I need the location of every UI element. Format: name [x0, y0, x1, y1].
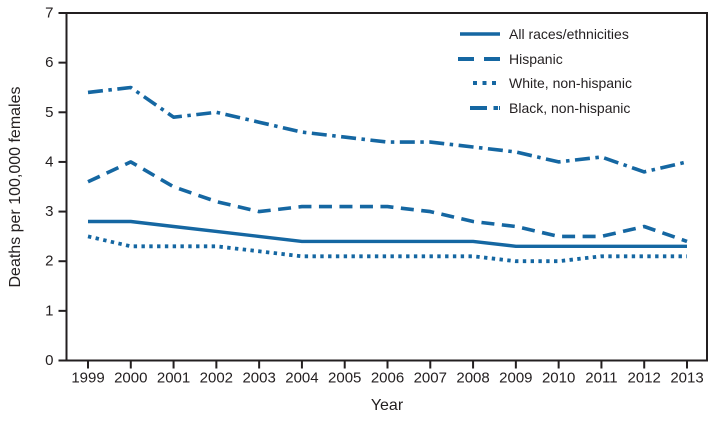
y-tick-label: 2 [45, 253, 53, 270]
y-tick-label: 0 [45, 352, 53, 369]
x-tick-label: 2012 [628, 370, 661, 387]
x-tick-label: 2010 [542, 370, 575, 387]
x-tick-label: 2006 [371, 370, 404, 387]
x-axis-title: Year [371, 397, 404, 414]
x-tick-label: 2002 [200, 370, 233, 387]
x-tick-label: 2007 [414, 370, 447, 387]
legend-item: Hispanic [454, 47, 632, 72]
legend-label: All races/ethnicities [509, 26, 629, 43]
y-tick-label: 4 [45, 153, 53, 170]
x-tick-label: 2013 [670, 370, 703, 387]
x-tick-label: 1999 [71, 370, 104, 387]
x-tick-label: 2011 [585, 370, 617, 387]
series-line-dashdot [87, 85, 688, 174]
y-axis-title: Deaths per 100,000 females [7, 86, 24, 287]
legend-item: Black, non-hispanic [454, 96, 632, 121]
x-tick-label: 2003 [242, 370, 275, 387]
legend-line-dotted-icon [473, 81, 500, 86]
legend-line-dashed-icon [458, 56, 500, 61]
series-line-solid [88, 219, 687, 249]
y-tick-label: 1 [45, 302, 53, 319]
series-line-dashed [87, 160, 688, 244]
x-tick-label: 2005 [328, 370, 361, 387]
chart-legend: All races/ethnicities Hispanic White, no… [454, 22, 632, 120]
y-tick-label: 7 [45, 5, 53, 22]
x-tick-label: 2001 [157, 370, 190, 387]
legend-label: Black, non-hispanic [509, 99, 631, 116]
legend-label: Hispanic [509, 50, 563, 67]
legend-item: White, non-hispanic [454, 71, 632, 96]
series-line-dotted [87, 234, 687, 264]
x-tick-label: 2004 [285, 370, 318, 387]
y-tick-label: 3 [45, 203, 53, 220]
y-tick-label: 6 [45, 54, 53, 71]
y-tick-label: 5 [45, 104, 53, 121]
legend-label: White, non-hispanic [509, 75, 632, 92]
x-tick-label: 2009 [499, 370, 532, 387]
x-tick-label: 2000 [114, 370, 147, 387]
legend-line-solid-icon [460, 32, 500, 37]
legend-line-dashdot-icon [470, 105, 500, 110]
x-tick-label: 2008 [456, 370, 489, 387]
legend-item: All races/ethnicities [454, 22, 632, 47]
